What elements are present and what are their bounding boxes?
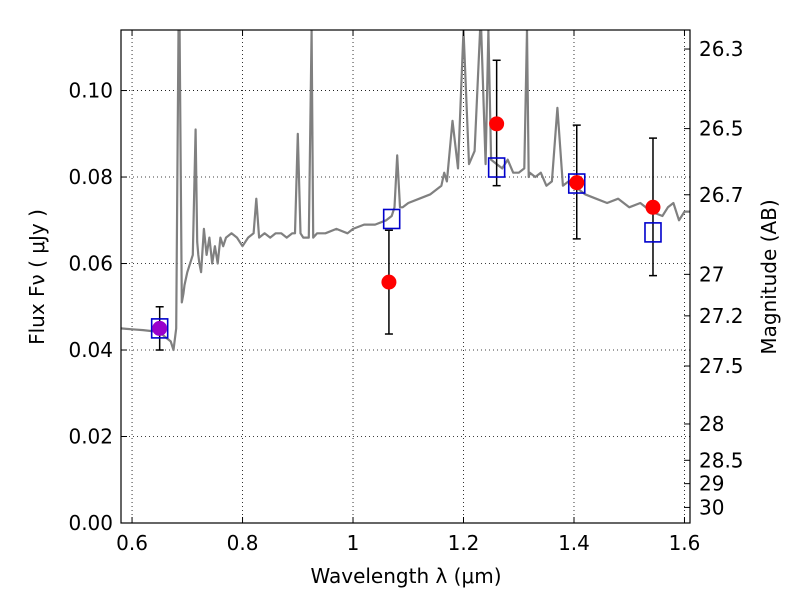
circle-markers-layer xyxy=(152,116,661,336)
model-flux-square xyxy=(487,157,506,178)
observed-flux-point xyxy=(152,320,168,336)
observed-flux-point xyxy=(569,175,585,191)
y2-tick-label: 30 xyxy=(699,495,724,519)
model-flux-square xyxy=(567,173,586,194)
y-tick-label: 0.04 xyxy=(68,338,113,362)
x-tick-label: 0.8 xyxy=(227,531,259,555)
model-flux-square xyxy=(382,208,401,230)
y-axis-title: Flux Fν ( μJy ) xyxy=(25,209,49,345)
y-tick-label: 0.08 xyxy=(68,165,113,189)
x-axis-title: Wavelength λ (μm) xyxy=(310,564,501,588)
x-tick-label: 0.6 xyxy=(116,531,148,555)
y2-tick-label: 27.5 xyxy=(699,354,744,378)
x-tick-label: 1.2 xyxy=(448,531,480,555)
x-tick-label: 1 xyxy=(347,531,360,555)
model-flux-square xyxy=(644,222,662,243)
y2-tick-label: 26.5 xyxy=(699,117,744,141)
y2-tick-label: 28.5 xyxy=(699,448,744,472)
y2-tick-label: 29 xyxy=(699,472,724,496)
y2-tick-label: 27 xyxy=(699,262,724,286)
y-tick-label: 0.06 xyxy=(68,252,113,276)
y-axis-ticks: 0.00 0.02 0.04 0.06 0.08 0.10 xyxy=(68,79,127,535)
grid-lines xyxy=(121,30,690,523)
spectrum-layer xyxy=(121,30,690,352)
y2-axis-title: Magnitude (AB) xyxy=(757,199,781,354)
y2-tick-label: 26.7 xyxy=(699,183,744,207)
x-tick-label: 1.4 xyxy=(558,531,590,555)
observed-flux-point xyxy=(381,274,397,290)
x-axis-ticks: 0.6 0.8 1 1.2 1.4 1.6 xyxy=(116,30,700,555)
observed-flux-point xyxy=(645,199,661,215)
y2-tick-label: 28 xyxy=(699,412,724,436)
y-tick-label: 0.10 xyxy=(68,79,113,103)
observed-flux-point xyxy=(489,116,505,132)
square-markers-layer xyxy=(150,157,662,339)
y2-tick-label: 26.3 xyxy=(699,37,744,61)
y2-tick-label: 27.2 xyxy=(699,304,744,328)
spectrum-line xyxy=(121,30,690,352)
x-tick-label: 1.6 xyxy=(669,531,701,555)
model-flux-square xyxy=(150,318,169,339)
y-tick-label: 0.02 xyxy=(68,425,113,449)
plot-frame xyxy=(120,29,691,524)
y-tick-label: 0.00 xyxy=(68,511,113,535)
